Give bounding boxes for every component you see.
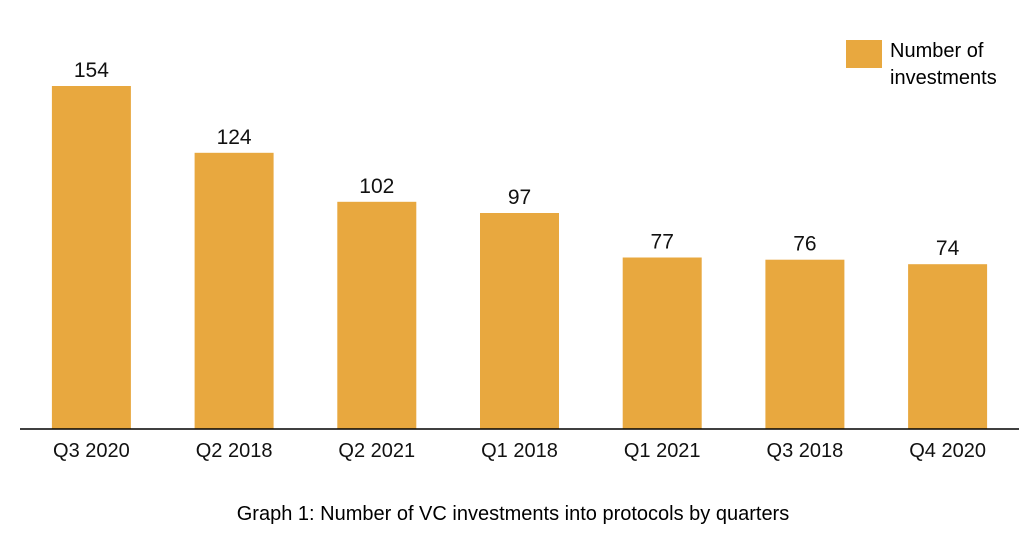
value-label: 154 <box>74 59 109 82</box>
legend-swatch <box>846 40 882 68</box>
x-tick-label: Q2 2021 <box>338 440 415 462</box>
value-label: 74 <box>936 237 960 260</box>
value-label: 124 <box>217 126 252 149</box>
legend-label: Number of investments <box>890 40 997 89</box>
bar-q1-2018 <box>480 213 559 429</box>
value-label: 76 <box>793 233 816 256</box>
bar-q4-2020 <box>908 264 988 429</box>
bar-q1-2021 <box>622 257 702 429</box>
bar-q2-2021 <box>337 201 417 429</box>
bar-q3-2018 <box>765 259 845 429</box>
chart-caption: Graph 1: Number of VC investments into p… <box>236 503 790 525</box>
value-label: 102 <box>359 175 394 198</box>
value-labels-group: 154 124 102 97 77 76 74 <box>74 59 960 260</box>
bar-q3-2020 <box>51 86 131 429</box>
x-tick-label: Q2 2018 <box>196 440 273 462</box>
legend: Number of investments <box>846 38 1020 92</box>
x-tick-label: Q3 2018 <box>767 440 844 462</box>
x-tick-labels-group: Q3 2020 Q2 2018 Q2 2021 Q1 2018 Q1 2021 Q3 20… <box>53 440 986 462</box>
value-label: 77 <box>651 231 674 254</box>
x-tick-label: Q1 2021 <box>624 440 701 462</box>
x-tick-label: Q4 2020 <box>909 440 986 462</box>
x-tick-label: Q3 2020 <box>53 440 130 462</box>
value-label: 97 <box>508 186 531 209</box>
bar-q2-2018 <box>194 152 274 430</box>
x-tick-label: Q1 2018 <box>481 440 558 462</box>
bars-group <box>51 86 988 430</box>
